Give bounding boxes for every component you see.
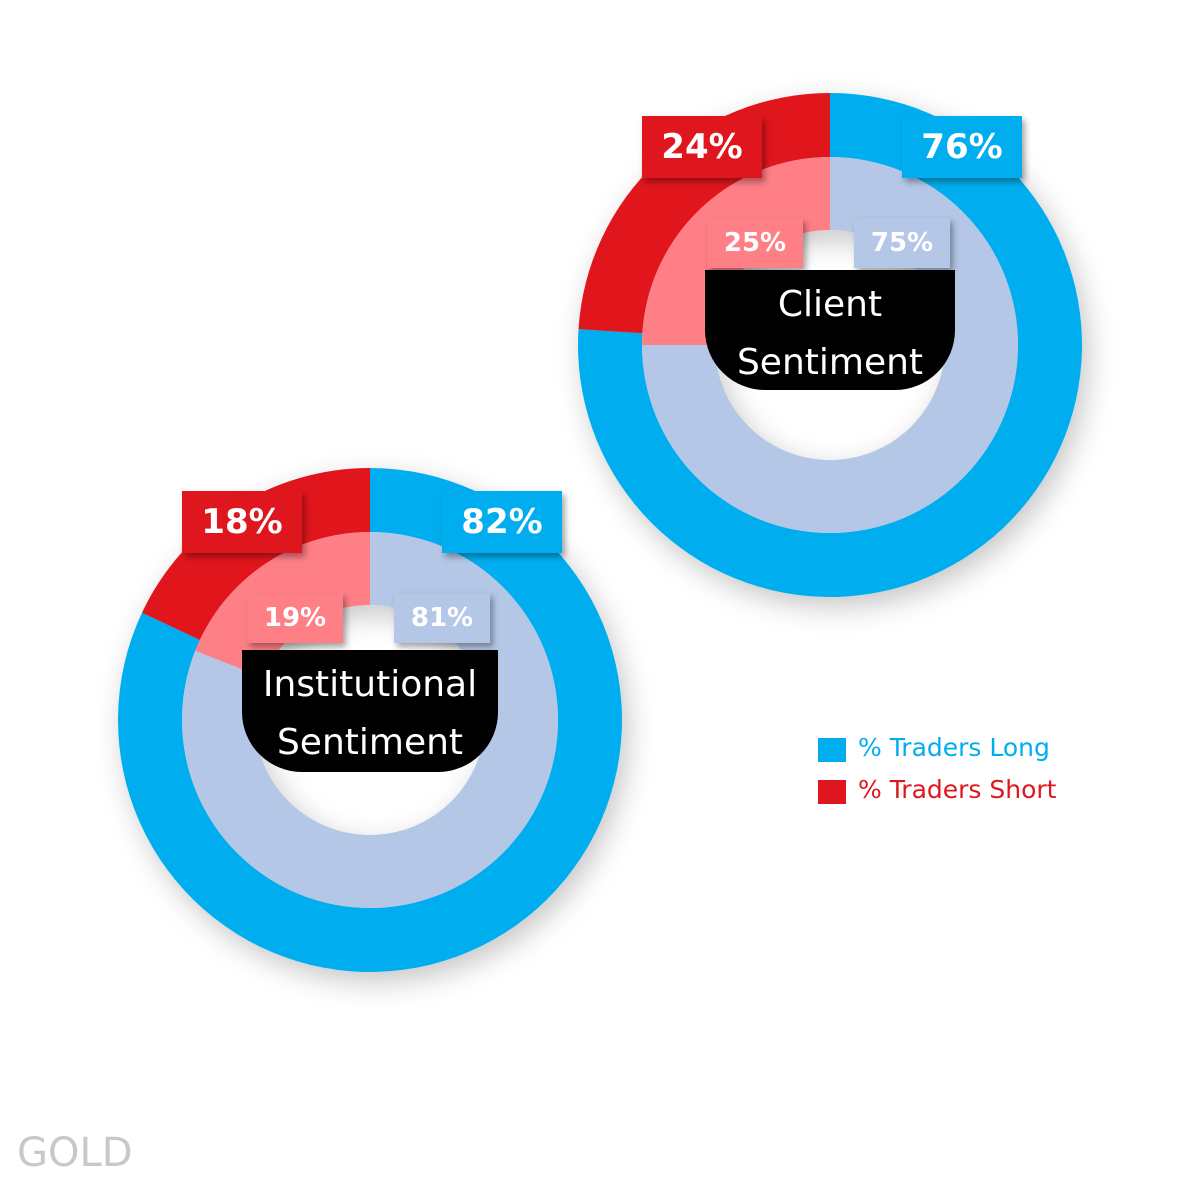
- value-label: 24%: [642, 116, 762, 178]
- watermark: GOLD: [17, 1130, 133, 1176]
- value-label: 75%: [854, 218, 950, 268]
- value-label: 81%: [394, 593, 490, 643]
- legend-swatch: [818, 780, 846, 804]
- value-label: 18%: [182, 491, 302, 553]
- legend-label: % Traders Short: [858, 775, 1057, 804]
- donut-title: Client Sentiment: [705, 270, 955, 390]
- donut-segment: [578, 93, 830, 334]
- value-label: 82%: [442, 491, 562, 553]
- value-label: 25%: [707, 218, 803, 268]
- donut-title: Institutional Sentiment: [242, 650, 498, 772]
- value-label: 76%: [902, 116, 1022, 178]
- legend-label: % Traders Long: [858, 733, 1050, 762]
- legend-swatch: [818, 738, 846, 762]
- value-label: 19%: [247, 593, 343, 643]
- donut-segment: [141, 468, 370, 640]
